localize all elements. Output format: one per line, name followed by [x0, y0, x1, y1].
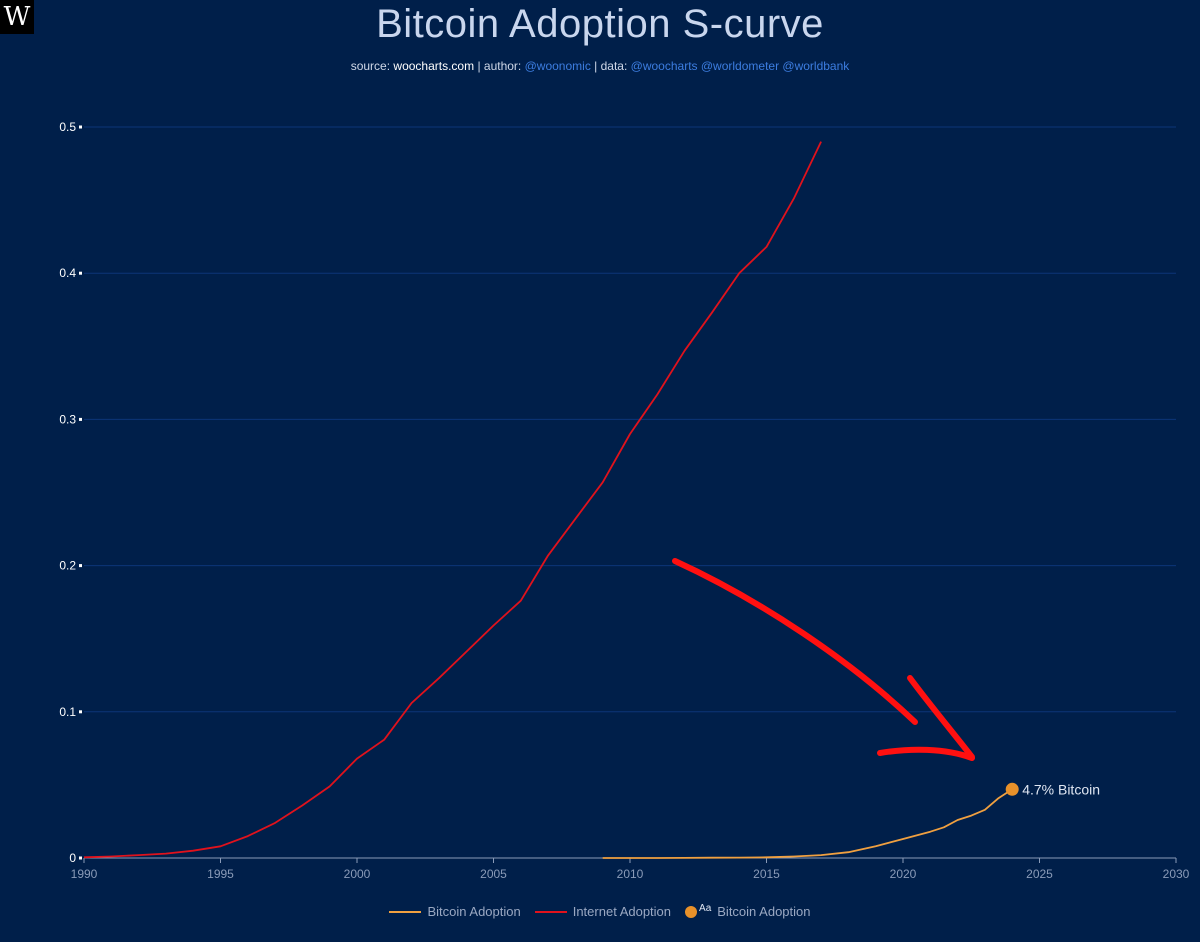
x-tick-label: 2000 — [344, 867, 371, 881]
legend-label-internet: Internet Adoption — [572, 904, 672, 919]
y-tick-label: 0.3 — [59, 412, 76, 426]
legend-item-internet-line[interactable]: Internet Adoption — [534, 904, 672, 919]
data-label: | data: — [594, 59, 628, 73]
series-line-internet-adoption — [83, 141, 822, 859]
x-tick-label: 2030 — [1163, 867, 1190, 881]
chart-subtitle: source: woocharts.com | author: @woonomi… — [0, 59, 1200, 73]
chart-title: Bitcoin Adoption S-curve — [376, 2, 824, 46]
legend-text-badge-icon: Aa — [699, 903, 712, 914]
x-tick-label: 2015 — [753, 867, 780, 881]
y-tick-label: 0.1 — [59, 705, 76, 719]
source-site-link[interactable]: woocharts.com — [393, 59, 475, 73]
bitcoin-latest-point — [1005, 782, 1019, 796]
legend-item-bitcoin-line[interactable]: Bitcoin Adoption — [389, 904, 521, 919]
y-tick-mark — [79, 856, 82, 860]
legend-label-bitcoin-marker: Bitcoin Adoption — [717, 904, 811, 919]
bitcoin-latest-label: 4.7% Bitcoin — [1022, 781, 1100, 797]
hand-drawn-arrow — [672, 558, 975, 761]
grid-lines — [84, 126, 1176, 713]
x-tick-label: 1990 — [71, 867, 98, 881]
y-tick-mark — [79, 710, 82, 714]
legend-marker-dot-icon — [685, 905, 698, 918]
author-link[interactable]: @woonomic — [524, 59, 591, 73]
series-line-bitcoin-adoption — [602, 788, 1013, 859]
y-tick-label: 0 — [69, 851, 76, 865]
y-tick-mark — [79, 271, 82, 275]
y-tick-label: 0.4 — [59, 266, 76, 280]
legend-swatch-bitcoin — [389, 910, 422, 913]
y-tick-mark — [79, 564, 82, 568]
y-tick-label: 0.5 — [59, 120, 76, 134]
legend: Bitcoin Adoption Internet Adoption Aa Bi… — [0, 903, 1200, 919]
annotations: 4.7% Bitcoin — [1005, 781, 1100, 797]
y-tick-label: 0.2 — [59, 559, 76, 573]
source-label: source: — [350, 59, 391, 73]
y-tick-mark — [79, 417, 82, 421]
woocharts-logo: W — [0, 0, 34, 34]
x-tick-label: 2025 — [1026, 867, 1053, 881]
series-lines — [83, 141, 1013, 859]
legend-swatch-internet — [534, 910, 567, 913]
x-tick-label: 2005 — [480, 867, 507, 881]
x-tick-label: 2020 — [890, 867, 917, 881]
x-tick-label: 1995 — [207, 867, 234, 881]
author-label: | author: — [477, 59, 522, 73]
y-tick-mark — [79, 125, 82, 129]
data-sources-links[interactable]: @woocharts @worldometer @worldbank — [630, 59, 850, 73]
x-tick-label: 2010 — [617, 867, 644, 881]
axes: 0 0.1 0.2 0.3 0.4 0.5 1990 1995 2000 2005 2010 2015… — [59, 120, 1189, 881]
legend-label-bitcoin: Bitcoin Adoption — [427, 904, 521, 919]
legend-item-bitcoin-marker[interactable]: Aa Bitcoin Adoption — [685, 903, 811, 919]
